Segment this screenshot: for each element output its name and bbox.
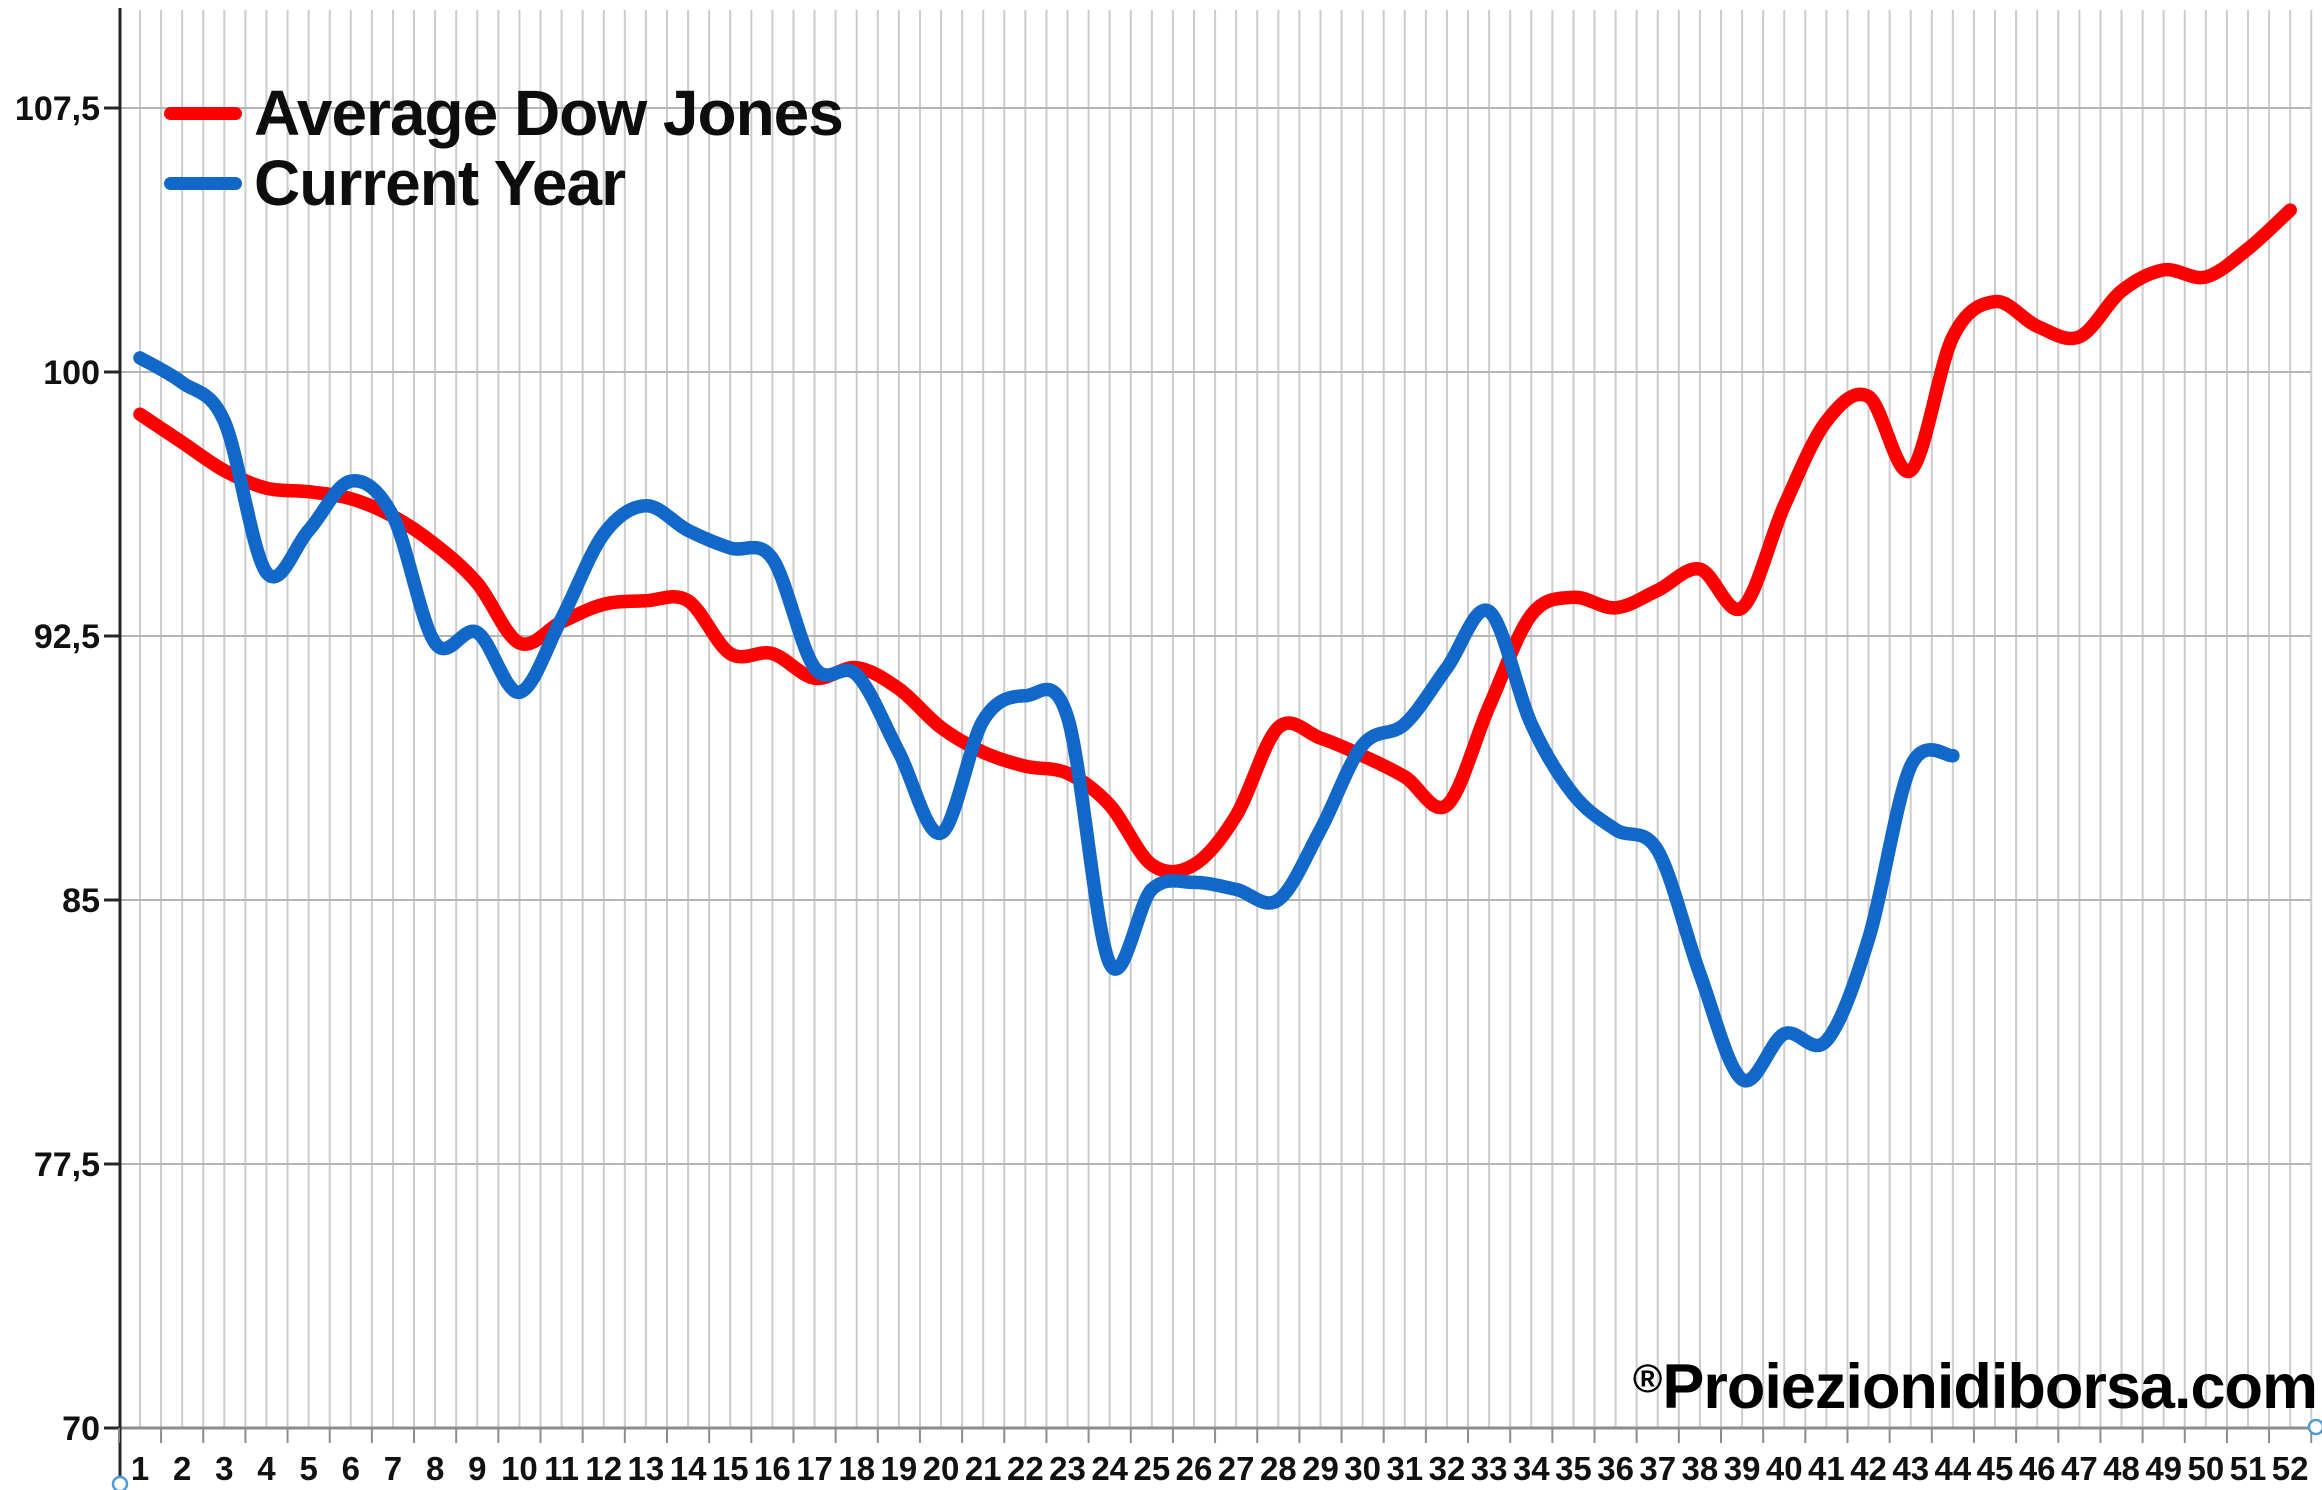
selection-handle-icon[interactable] xyxy=(111,1475,129,1490)
x-axis-tick-label: 38 xyxy=(1682,1450,1719,1487)
x-axis-tick-label: 18 xyxy=(838,1450,875,1487)
series-line-average-dow-jones xyxy=(133,203,2297,879)
legend-label-average-dow-jones: Average Dow Jones xyxy=(254,77,844,149)
x-axis-tick-label: 41 xyxy=(1808,1450,1845,1487)
x-axis-tick-label: 45 xyxy=(1977,1450,2014,1487)
x-axis-tick-label: 25 xyxy=(1133,1450,1170,1487)
y-axis-tick-label: 100 xyxy=(43,354,100,392)
selection-handles[interactable] xyxy=(111,1418,2322,1490)
x-axis-tick-label: 44 xyxy=(1935,1450,1972,1487)
x-axis-tick-label: 6 xyxy=(342,1450,360,1487)
x-axis-tick-label: 46 xyxy=(2019,1450,2056,1487)
x-axis-tick-label: 40 xyxy=(1766,1450,1803,1487)
vertical-gridlines xyxy=(139,10,2313,1428)
x-axis-tick-label: 50 xyxy=(2187,1450,2224,1487)
legend-item-current-year: Current Year xyxy=(164,147,843,219)
x-axis-labels: 1 2 3 4 5 6 7 8 9 10 11 12 13 14 15 16 17 18 19 20 21 22 23 24 2… xyxy=(131,1450,2309,1487)
x-axis-tick-label: 48 xyxy=(2103,1450,2140,1487)
x-axis-tick-label: 29 xyxy=(1302,1450,1339,1487)
x-axis-tick-label: 2 xyxy=(173,1450,191,1487)
x-axis-tick-label: 52 xyxy=(2272,1450,2309,1487)
x-axis-tick-label: 16 xyxy=(754,1450,791,1487)
x-axis-tick-label: 24 xyxy=(1091,1450,1128,1487)
x-axis-tick-label: 20 xyxy=(923,1450,960,1487)
x-axis-tick-label: 28 xyxy=(1260,1450,1297,1487)
y-axis-tick-label: 70 xyxy=(62,1410,100,1448)
legend-swatch-blue-line xyxy=(164,176,242,190)
x-axis-tick-label: 51 xyxy=(2230,1450,2267,1487)
x-axis-tick-label: 7 xyxy=(384,1450,402,1487)
x-axis-tick-label: 31 xyxy=(1386,1450,1423,1487)
registered-trademark-icon: ® xyxy=(1632,1357,1663,1401)
x-axis-tick-label: 3 xyxy=(215,1450,233,1487)
x-axis-tick-label: 10 xyxy=(501,1450,538,1487)
legend-label-current-year: Current Year xyxy=(254,147,626,219)
watermark-text: Proiezionidiborsa.com xyxy=(1662,1352,2318,1422)
x-axis-tick-label: 33 xyxy=(1471,1450,1508,1487)
x-axis-tick-label: 35 xyxy=(1555,1450,1592,1487)
x-axis-tick-label: 14 xyxy=(670,1450,707,1487)
x-axis-tick-label: 15 xyxy=(712,1450,749,1487)
x-axis-tick-label: 34 xyxy=(1513,1450,1550,1487)
y-axis-tick-label: 85 xyxy=(62,882,100,920)
selection-handle-icon[interactable] xyxy=(2307,1418,2322,1436)
x-axis-tick-label: 23 xyxy=(1049,1450,1086,1487)
x-axis-tick-label: 36 xyxy=(1597,1450,1634,1487)
watermark: ®Proiezionidiborsa.com xyxy=(1632,1351,2318,1423)
x-axis-tick-label: 12 xyxy=(585,1450,622,1487)
x-axis-tick-label: 19 xyxy=(881,1450,918,1487)
x-axis-tick-label: 17 xyxy=(796,1450,833,1487)
x-axis-tick-label: 9 xyxy=(468,1450,486,1487)
x-axis-tick-label: 27 xyxy=(1218,1450,1255,1487)
legend-item-average-dow-jones: Average Dow Jones xyxy=(164,77,844,149)
y-axis-tick-label: 92,5 xyxy=(34,618,100,656)
y-axis-labels: 70 77,5 85 92,5 100 107,5 xyxy=(15,90,100,1448)
x-axis-tick-label: 4 xyxy=(257,1450,276,1487)
x-axis-tick-label: 37 xyxy=(1639,1450,1676,1487)
x-axis-tick-label: 49 xyxy=(2145,1450,2182,1487)
x-axis-tick-label: 32 xyxy=(1429,1450,1466,1487)
x-axis-tick-label: 11 xyxy=(544,1450,579,1487)
legend: Average Dow Jones Current Year xyxy=(164,77,844,219)
x-axis-tick-label: 1 xyxy=(131,1450,149,1487)
x-axis-tick-label: 5 xyxy=(299,1450,317,1487)
x-axis-tick-label: 42 xyxy=(1850,1450,1887,1487)
x-axis-tick-label: 13 xyxy=(628,1450,665,1487)
x-axis-tick-label: 8 xyxy=(426,1450,444,1487)
axis-ticks xyxy=(104,106,2313,1443)
series-line-current-year xyxy=(133,351,1960,1088)
x-axis-tick-label: 47 xyxy=(2061,1450,2098,1487)
x-axis-tick-label: 43 xyxy=(1892,1450,1929,1487)
y-axis-tick-label: 77,5 xyxy=(34,1146,100,1184)
x-axis-tick-label: 22 xyxy=(1007,1450,1044,1487)
x-axis-tick-label: 30 xyxy=(1344,1450,1381,1487)
x-axis-tick-label: 21 xyxy=(965,1450,1002,1487)
y-axis-tick-label: 107,5 xyxy=(15,90,100,128)
axes xyxy=(104,8,2318,1490)
x-axis-tick-label: 26 xyxy=(1176,1450,1213,1487)
legend-swatch-red-line xyxy=(164,106,242,120)
x-axis-tick-label: 39 xyxy=(1724,1450,1761,1487)
